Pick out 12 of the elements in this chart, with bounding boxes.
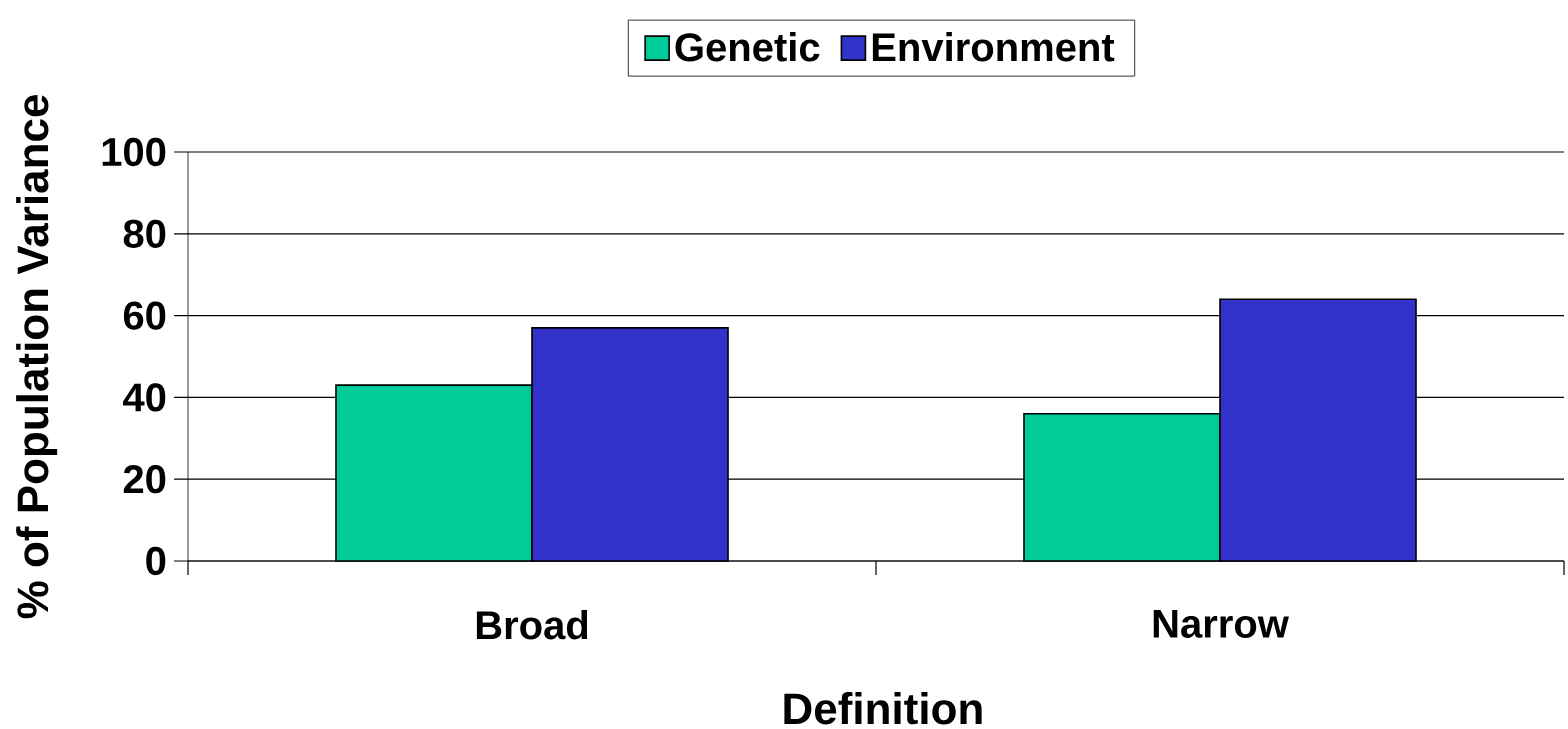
legend-label: Environment	[872, 32, 1115, 62]
y-tick-label: 100	[102, 137, 166, 167]
x-axis-title: Definition	[784, 692, 982, 725]
y-tick-label: 20	[123, 465, 166, 494]
y-tick-label: 80	[123, 219, 166, 248]
x-tick-label: Broad	[476, 610, 588, 640]
y-tick-label: 40	[123, 383, 166, 412]
legend-label: Genetic	[675, 32, 820, 62]
x-tick-label: Narrow	[1153, 610, 1289, 638]
y-axis-title: % of Population Variance	[16, 95, 58, 619]
y-tick-label: 60	[123, 301, 166, 330]
y-tick-label: 0	[146, 546, 166, 576]
